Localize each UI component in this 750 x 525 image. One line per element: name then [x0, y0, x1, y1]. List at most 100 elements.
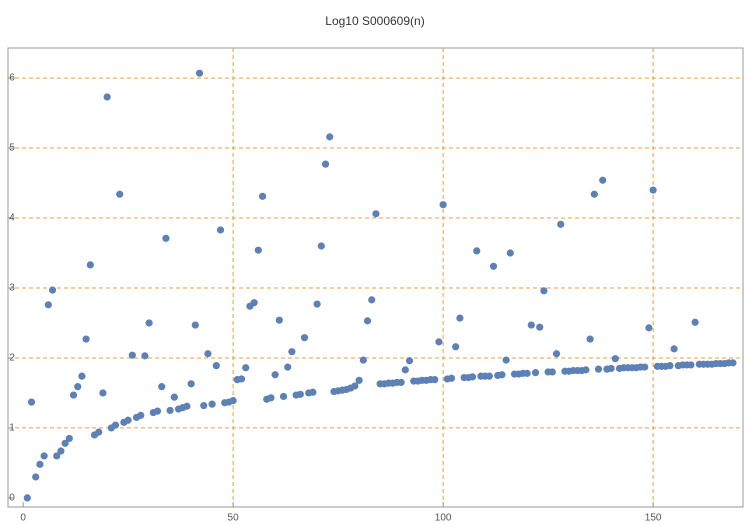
point — [452, 343, 460, 351]
point — [27, 398, 36, 406]
point — [183, 402, 191, 410]
point — [271, 371, 279, 379]
point — [309, 388, 317, 396]
point — [372, 210, 380, 218]
point — [279, 392, 288, 401]
point — [691, 318, 699, 326]
point — [296, 390, 304, 398]
point — [300, 334, 309, 342]
point — [250, 299, 258, 307]
point — [40, 452, 48, 460]
point — [141, 352, 149, 360]
point — [82, 335, 90, 343]
point — [65, 434, 73, 443]
point — [439, 201, 447, 209]
point — [506, 249, 514, 257]
y-tick-label: 5 — [9, 143, 15, 154]
point — [116, 190, 124, 198]
point — [128, 351, 136, 359]
point — [95, 428, 103, 436]
point — [170, 393, 178, 401]
point — [405, 357, 414, 365]
point — [61, 439, 69, 447]
point — [267, 394, 275, 402]
point — [74, 383, 82, 391]
point — [536, 323, 544, 331]
x-tick-label: 50 — [228, 513, 240, 524]
point — [531, 369, 540, 377]
point — [32, 473, 40, 481]
point — [124, 416, 132, 424]
point — [351, 382, 359, 390]
point — [145, 319, 153, 327]
point — [53, 452, 61, 460]
point — [468, 373, 477, 381]
point — [540, 287, 548, 295]
point — [363, 317, 372, 325]
x-tick-label: 100 — [435, 513, 452, 524]
point — [485, 372, 493, 380]
point — [57, 447, 65, 455]
point — [137, 411, 145, 419]
point — [103, 93, 111, 101]
point — [649, 186, 657, 194]
point — [208, 400, 216, 408]
point — [498, 371, 506, 379]
y-tick-label: 1 — [9, 423, 15, 434]
point — [489, 262, 498, 270]
point — [86, 261, 94, 269]
point — [23, 494, 31, 502]
point — [254, 246, 262, 254]
point — [523, 369, 531, 377]
point — [435, 338, 443, 346]
point — [158, 383, 166, 391]
y-tick-label: 2 — [9, 353, 15, 364]
point — [431, 376, 439, 384]
point — [216, 226, 225, 234]
point — [99, 389, 107, 397]
point — [195, 69, 204, 77]
point — [229, 397, 237, 405]
point — [447, 374, 456, 382]
point — [641, 363, 649, 371]
point — [78, 372, 86, 380]
point — [288, 348, 296, 356]
y-tick-label: 6 — [9, 73, 15, 84]
y-tick-label: 0 — [9, 493, 15, 504]
point — [670, 345, 678, 353]
point — [502, 356, 510, 364]
point — [687, 361, 695, 369]
point — [586, 335, 594, 343]
point — [666, 362, 674, 370]
point — [162, 234, 170, 242]
point — [191, 321, 199, 329]
point — [48, 286, 57, 294]
point — [36, 460, 44, 468]
point — [237, 375, 246, 383]
point — [313, 300, 321, 308]
point — [456, 314, 464, 322]
point — [645, 324, 653, 332]
y-tick-label: 3 — [9, 283, 15, 294]
point — [557, 220, 565, 228]
point — [548, 368, 556, 376]
point — [401, 366, 409, 374]
x-tick-label: 0 — [20, 513, 26, 524]
point — [166, 406, 174, 415]
point — [153, 407, 162, 415]
y-tick-label: 4 — [9, 213, 15, 224]
point — [69, 391, 78, 399]
point — [552, 350, 561, 358]
point — [321, 160, 330, 168]
point — [275, 316, 283, 324]
x-tick-label: 150 — [645, 513, 662, 524]
point — [359, 356, 367, 364]
point — [729, 359, 737, 367]
point — [368, 296, 376, 304]
plot-frame — [7, 47, 744, 508]
point — [607, 364, 615, 373]
point — [582, 366, 590, 374]
point — [599, 176, 607, 184]
